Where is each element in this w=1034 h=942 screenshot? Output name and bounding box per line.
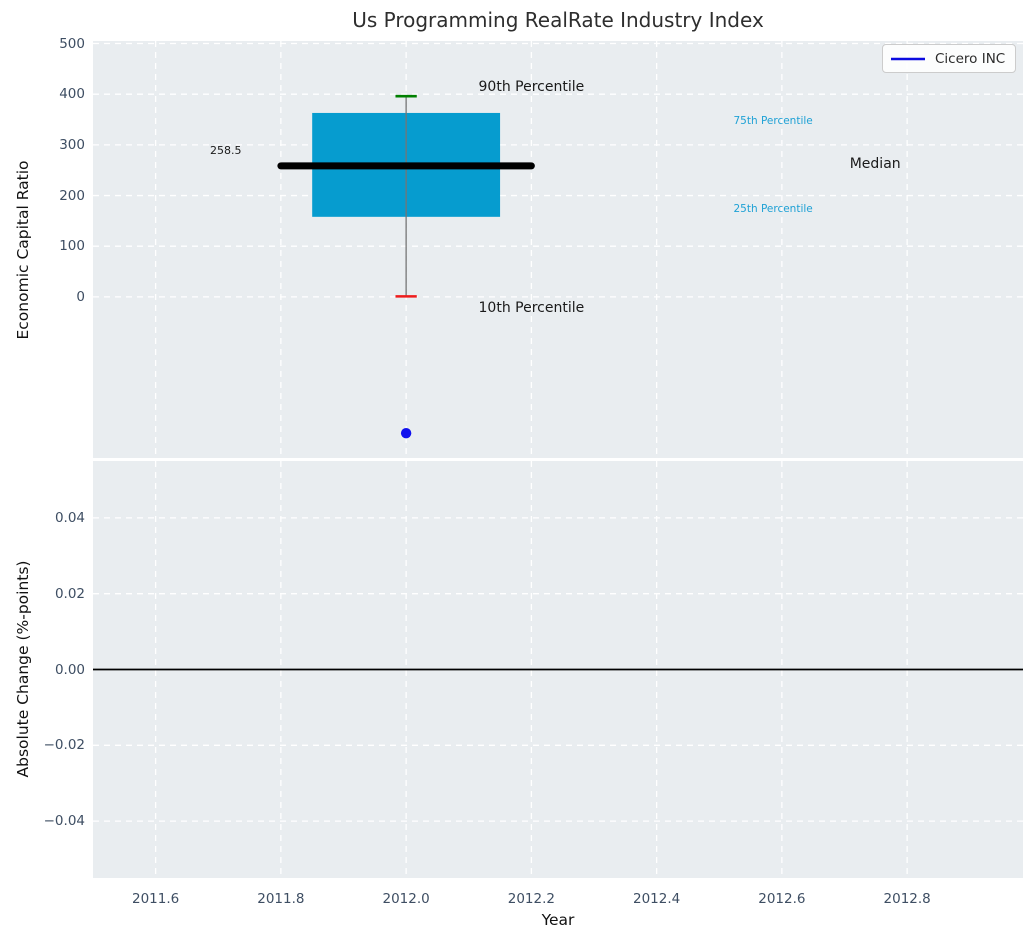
top-ytick-label: 0 [76, 288, 85, 305]
xtick-label: 2012.8 [883, 891, 931, 907]
annotation-258-5: 258.5 [210, 143, 242, 157]
xtick-label: 2012.2 [507, 891, 555, 907]
xtick-label: 2012.4 [633, 891, 681, 907]
top-ytick-label: 100 [59, 238, 85, 255]
xtick-label: 2012.0 [382, 891, 430, 907]
annotation-10th-percentile: 10th Percentile [478, 299, 585, 316]
annotation-75th-percentile: 75th Percentile [733, 114, 813, 127]
annotation-25th-percentile: 25th Percentile [733, 202, 813, 215]
xtick-label: 2011.6 [132, 891, 180, 907]
bottom-ytick-label: −0.04 [43, 813, 85, 830]
bottom-ytick-label: 0.00 [54, 661, 85, 678]
legend-label: Cicero INC [935, 50, 1006, 67]
bottom-ytick-label: −0.02 [43, 737, 85, 754]
company-point [400, 427, 412, 439]
bottom-ytick-label: 0.04 [54, 509, 85, 526]
top-ytick-label: 300 [59, 136, 85, 153]
top-ytick-label: 400 [59, 86, 85, 103]
x-axis-label: Year [541, 911, 575, 929]
legend-line-sample [891, 57, 925, 60]
bottom-ytick-label: 0.02 [54, 585, 85, 602]
top-axes [93, 41, 1023, 458]
xtick-label: 2012.6 [758, 891, 806, 907]
bottom-ylabel: Absolute Change (%-points) [14, 560, 32, 778]
chart-title: Us Programming RealRate Industry Index [352, 8, 764, 32]
annotation-median: Median [849, 156, 901, 173]
legend: Cicero INC [882, 44, 1017, 73]
top-ytick-label: 500 [59, 35, 85, 52]
top-ylabel: Economic Capital Ratio [14, 160, 32, 340]
xtick-label: 2011.8 [257, 891, 305, 907]
top-ytick-label: 200 [59, 187, 85, 204]
annotation-90th-percentile: 90th Percentile [478, 78, 585, 95]
